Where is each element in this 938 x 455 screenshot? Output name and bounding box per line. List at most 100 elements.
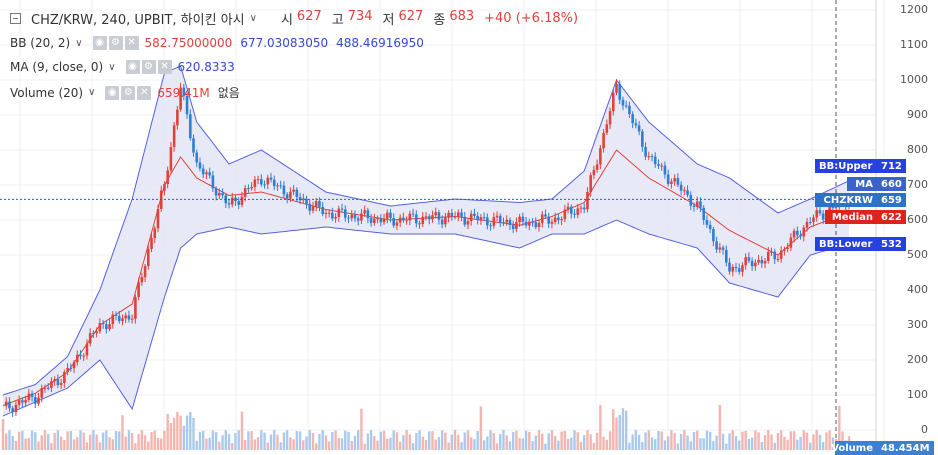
gear-icon[interactable]: ⚙ — [121, 85, 136, 100]
candle-body — [479, 217, 483, 221]
candle-body — [605, 124, 609, 133]
close-icon[interactable]: ✕ — [137, 85, 152, 100]
candle-body — [43, 387, 47, 389]
volume-bar — [27, 437, 31, 450]
candle-body — [737, 268, 741, 272]
volume-bar — [253, 439, 257, 450]
candle-body — [741, 265, 744, 272]
bollinger-band-area — [3, 66, 849, 416]
volume-bar — [340, 438, 344, 450]
candle-body — [324, 212, 328, 215]
volume-bar — [534, 435, 537, 450]
candle-body — [644, 146, 647, 157]
ma-indicator-name[interactable]: MA (9, close, 0) — [10, 60, 104, 74]
ohlc-high: 고 734 — [331, 9, 373, 28]
volume-bar — [579, 441, 583, 450]
volume-bar — [589, 434, 592, 450]
symbol-title[interactable]: CHZ/KRW, 240, UPBIT, 하이킨 아시 — [31, 13, 245, 28]
volume-bar — [30, 430, 34, 450]
candle-body — [46, 387, 50, 389]
candle-body — [692, 205, 696, 207]
candle-body — [486, 217, 489, 226]
volume-bar — [308, 430, 311, 450]
candle-body — [169, 147, 173, 171]
eye-icon[interactable]: ◉ — [105, 85, 120, 100]
volume-bar — [160, 438, 163, 450]
candle-body — [292, 189, 295, 192]
volume-bar — [750, 437, 754, 450]
candle-body — [563, 209, 567, 220]
price-tick-label: 800 — [907, 143, 928, 156]
candle-body — [540, 214, 544, 224]
candle-body — [402, 217, 405, 221]
candle-body — [101, 323, 105, 325]
volume-bar — [460, 442, 463, 450]
volume-bar — [783, 436, 786, 450]
volume-bar — [231, 443, 234, 450]
volume-bar — [463, 432, 466, 450]
candle-body — [379, 218, 383, 223]
volume-bar — [476, 430, 479, 450]
candle-body — [550, 221, 554, 224]
candle-body — [818, 210, 822, 214]
candle-body — [615, 84, 618, 93]
volume-bar — [211, 430, 215, 450]
volume-bar — [573, 430, 576, 450]
candle-body — [4, 401, 8, 406]
close-icon[interactable]: ✕ — [157, 60, 172, 74]
chevron-down-icon[interactable]: ∨ — [249, 13, 257, 24]
candle-body — [92, 333, 95, 335]
collapse-icon[interactable] — [10, 13, 21, 24]
volume-bar — [841, 431, 844, 450]
ohlc-close: 종 683 — [433, 9, 475, 28]
candle-body — [579, 207, 583, 209]
candle-body — [763, 261, 767, 264]
price-tick-label: 900 — [907, 108, 928, 121]
volume-bar — [11, 435, 14, 450]
volume-bar — [608, 431, 612, 450]
bb-indicator-name[interactable]: BB (20, 2) — [10, 36, 71, 50]
ma-tools: ◉ ⚙ ✕ — [125, 60, 172, 74]
gear-icon[interactable]: ⚙ — [108, 36, 123, 50]
eye-icon[interactable]: ◉ — [125, 60, 140, 74]
price-tick-label: 100 — [907, 388, 928, 401]
volume-bar — [366, 433, 370, 450]
volume-bar — [373, 436, 376, 450]
volume-bar — [621, 408, 625, 450]
eye-icon[interactable]: ◉ — [92, 36, 107, 50]
volume-bar — [63, 440, 66, 450]
volume-bar — [805, 432, 809, 450]
chevron-down-icon[interactable]: ∨ — [88, 87, 96, 98]
chevron-down-icon[interactable]: ∨ — [75, 37, 83, 49]
volume-bar — [799, 436, 802, 450]
chevron-down-icon[interactable]: ∨ — [108, 61, 116, 73]
candle-body — [398, 217, 402, 223]
volume-bar — [679, 433, 683, 450]
candle-body — [679, 184, 683, 191]
candle-body — [318, 201, 321, 207]
volume-bar — [192, 417, 195, 450]
bb-legend-row: BB (20, 2) ∨ ◉ ⚙ ✕ 582.75000000 677.0308… — [10, 36, 432, 50]
volume-bar — [560, 431, 563, 450]
candle-body — [240, 196, 244, 205]
candle-body — [395, 222, 399, 226]
gear-icon[interactable]: ⚙ — [141, 60, 156, 74]
volume-bar — [279, 442, 282, 450]
volume-ma-value: 없음 — [217, 86, 240, 100]
volume-bar — [143, 435, 147, 450]
volume-bar — [137, 434, 140, 450]
volume-bar — [544, 443, 547, 450]
close-icon[interactable]: ✕ — [124, 36, 139, 50]
volume-bar — [69, 431, 73, 450]
volume-bar — [592, 442, 596, 450]
volume-indicator-name[interactable]: Volume (20) — [10, 85, 84, 100]
candle-body — [198, 162, 202, 169]
volume-bar — [402, 435, 405, 450]
volume-bar — [324, 435, 328, 450]
candle-body — [8, 401, 11, 409]
candle-body — [750, 260, 754, 267]
volume-bar — [411, 443, 415, 450]
bb-lower-price-tag: 532 — [877, 237, 906, 251]
volume-bar — [518, 438, 521, 450]
